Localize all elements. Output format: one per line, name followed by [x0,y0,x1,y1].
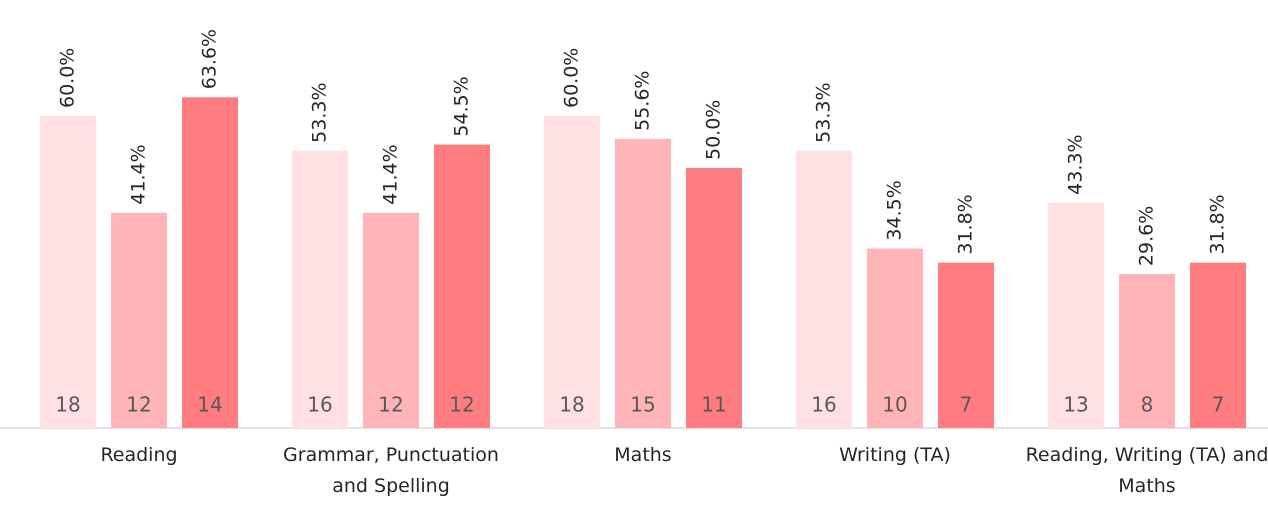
count-label: 8 [1141,393,1154,417]
data-label: 55.6% [632,71,654,131]
data-label: 54.5% [451,76,473,136]
bar [182,97,238,428]
count-label: 14 [197,393,222,417]
data-label: 53.3% [813,82,835,142]
bar [292,150,348,428]
data-label: 50.0% [703,100,725,160]
bar [40,116,96,428]
data-label: 53.3% [309,82,331,142]
count-label: 12 [378,393,403,417]
count-label: 16 [307,393,332,417]
data-label: 43.3% [1065,134,1087,194]
data-label: 29.6% [1136,206,1158,266]
bar [544,116,600,428]
data-label: 41.4% [128,144,150,204]
data-label: 63.6% [199,29,221,89]
count-label: 16 [811,393,836,417]
bar [938,262,994,428]
bar [686,168,742,428]
count-label: 18 [55,393,80,417]
count-label: 10 [882,393,907,417]
count-label: 15 [630,393,655,417]
data-label: 31.8% [1207,194,1229,254]
x-tick-label: Reading [100,444,178,466]
data-label: 41.4% [380,144,402,204]
x-tick-label: Reading, Writing (TA) and Maths [1025,444,1268,497]
bar [615,138,671,428]
bar [1048,202,1104,428]
x-tick-label: Maths [614,444,672,466]
bar [796,150,852,428]
count-label: 18 [559,393,584,417]
bar [1119,274,1175,428]
count-label: 12 [126,393,151,417]
data-label: 34.5% [884,180,906,240]
count-label: 11 [701,393,726,417]
count-label: 7 [1212,393,1225,417]
count-label: 12 [449,393,474,417]
data-label: 60.0% [57,48,79,108]
count-label: 13 [1063,393,1088,417]
data-label: 31.8% [955,194,977,254]
x-tick-label: Grammar, Punctuation and Spelling [283,444,499,497]
bar [434,144,490,428]
bar [1190,262,1246,428]
bar [363,212,419,428]
x-tick-label: Writing (TA) [839,444,951,466]
data-label: 60.0% [561,48,583,108]
bar [111,212,167,428]
count-label: 7 [960,393,973,417]
bar [867,248,923,428]
